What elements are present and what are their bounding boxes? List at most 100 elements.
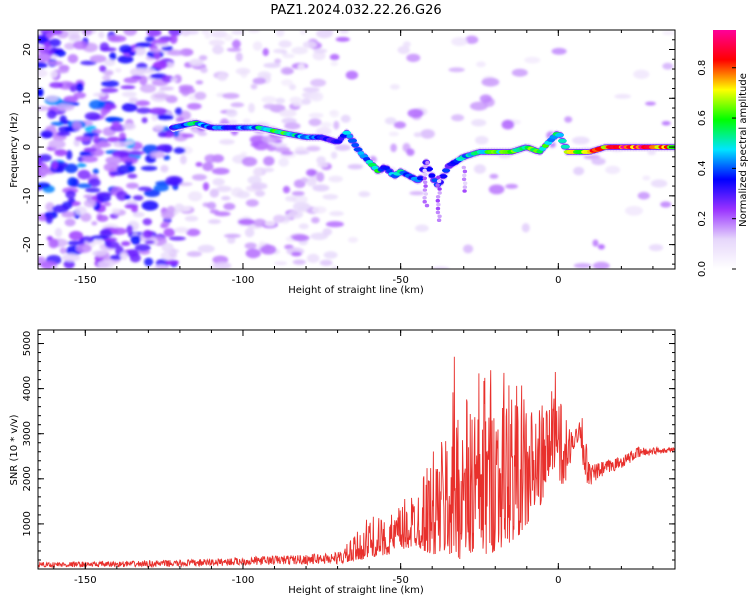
spectrogram-cell — [221, 196, 231, 201]
spectrogram-cell — [662, 31, 675, 36]
spectrogram-cell — [465, 35, 479, 44]
spectrogram-cell — [650, 179, 668, 188]
spectrogram-cell — [306, 169, 317, 177]
spectrogram-cell — [76, 244, 92, 253]
ridge-cell — [422, 196, 427, 200]
spectrogram-cell — [322, 228, 333, 236]
spectrogram-cell — [592, 239, 599, 247]
spectrogram-cell — [488, 184, 505, 195]
colorbar: 0.0 0.2 0.4 0.6 0.8 Normalized spectral ampl… — [697, 30, 749, 277]
spectrogram-cell — [302, 87, 320, 93]
spectrogram-cell — [119, 251, 129, 261]
spectrogram-cell — [209, 209, 220, 214]
spectrogram-cell — [38, 61, 48, 69]
spectrogram-cell — [174, 227, 189, 233]
spectrogram-cell — [431, 266, 450, 269]
spectrogram-cell — [102, 75, 111, 81]
spectrogram-cell — [358, 191, 371, 198]
spectrogram-cell — [165, 175, 183, 186]
ridge-cell — [425, 160, 430, 165]
spectrogram-cell — [59, 115, 67, 124]
spectrogram-cell — [415, 224, 429, 232]
ridge-cell — [422, 188, 428, 192]
spectrogram-cell — [572, 136, 590, 145]
spectrogram-cell — [152, 38, 169, 45]
ridge-cell — [436, 179, 442, 183]
spectrogram-cell — [125, 182, 139, 189]
spectrogram-cell — [210, 30, 228, 38]
x-tick-label: -100 — [232, 275, 255, 286]
spectrogram-cell — [69, 33, 81, 40]
spectrogram-cell — [111, 208, 121, 214]
spectrogram-cell — [63, 95, 79, 103]
spectrogram-cell — [309, 91, 324, 102]
spectrogram-cell — [119, 132, 126, 140]
spectrogram-cell — [38, 52, 52, 63]
spectrogram-cell — [660, 201, 672, 208]
spectrogram-cell — [158, 145, 166, 151]
spectrogram-cell — [316, 156, 326, 165]
spectrogram-cell — [217, 72, 228, 82]
spectrogram-cell — [181, 133, 194, 138]
spectrogram-cell — [299, 30, 307, 35]
spectrogram-cell — [471, 119, 487, 127]
spectrogram-cell — [46, 32, 54, 39]
spectrogram-cell — [49, 82, 64, 89]
spectrogram-cell — [149, 107, 168, 116]
spectrogram-cell — [198, 55, 208, 61]
spectrogram-cell — [194, 91, 207, 100]
spectrogram-cell — [85, 187, 101, 193]
spectrogram-x-ticks: -150 -100 -50 0 — [53, 30, 654, 286]
spectrogram-cell — [170, 77, 178, 82]
spectrogram-cell — [107, 136, 121, 143]
y-tick-label: -10 — [22, 188, 33, 204]
spectrogram-cell — [301, 98, 312, 105]
spectrogram-cell — [451, 114, 465, 122]
spectrogram-cell — [661, 121, 671, 126]
spectrogram-cell — [475, 135, 489, 145]
y-tick-label: 1000 — [22, 511, 33, 536]
spectrogram-cell — [201, 30, 210, 35]
spectrogram-cell — [152, 265, 170, 269]
ridge-cell — [342, 130, 352, 135]
colorbar-gradient — [713, 30, 736, 269]
spectrogram-cell — [92, 92, 107, 97]
spectrogram-cell — [54, 49, 66, 57]
spectrogram-cell — [59, 247, 67, 254]
spectrogram-cell — [89, 99, 106, 110]
spectrogram-cell — [191, 174, 207, 181]
spectrogram-cell — [206, 201, 217, 210]
spectrogram-cell — [209, 188, 219, 198]
spectrogram-cell — [142, 229, 153, 239]
spectrogram-cell — [281, 79, 293, 86]
spectrogram-cell — [263, 62, 281, 68]
spectrogram-cell — [232, 39, 241, 49]
ridge-cell — [423, 180, 428, 184]
spectrogram-cell — [100, 87, 119, 93]
spectrogram-cell — [131, 206, 139, 213]
snr-series-line — [38, 356, 675, 569]
spectrogram-cell — [38, 88, 44, 97]
spectrogram-cell — [119, 156, 138, 162]
spectrogram-cell — [633, 69, 650, 80]
spectrogram-cell — [226, 47, 242, 52]
spectrogram-cell — [103, 202, 111, 207]
spectrogram-cell — [105, 241, 120, 249]
spectrogram-cell — [310, 232, 329, 240]
spectrogram-cell — [420, 129, 435, 139]
spectrogram-cell — [280, 151, 294, 156]
spectrogram-cell — [153, 60, 168, 70]
spectrogram-cell — [153, 124, 164, 131]
spectrogram-cell — [92, 168, 99, 175]
spectrogram-noise — [38, 30, 675, 269]
spectrogram-cell — [122, 123, 136, 130]
ridge-cell — [422, 199, 427, 204]
spectrogram-cell — [56, 103, 75, 112]
spectrogram-cell — [195, 80, 204, 85]
spectrogram-cell — [99, 65, 107, 73]
spectrogram-cell — [74, 206, 87, 216]
spectrogram-cell — [505, 183, 518, 189]
spectrogram-cell — [407, 108, 424, 118]
spectrogram-cell — [51, 160, 58, 170]
